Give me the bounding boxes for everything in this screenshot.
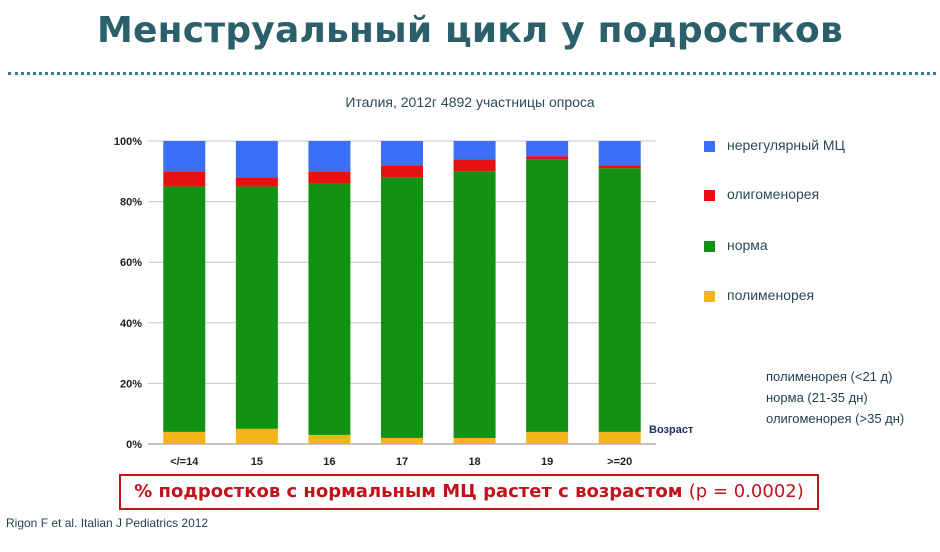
y-tick-label: 40% [120,318,142,330]
bar-segment [453,159,496,172]
bar-segment [308,434,351,444]
x-tick-label: >=20 [607,456,632,468]
y-tick-label: 0% [126,439,142,451]
bar-segment [163,171,206,187]
definitions-box: полименорея (<21 д) норма (21-35 дн) оли… [766,366,904,429]
bar-segment [235,428,278,444]
definition-oligomenorrhea: олигоменорея (>35 дн) [766,411,905,426]
bar-segment [526,431,569,444]
x-tick-label: 17 [396,456,408,468]
bar-segment [163,141,206,172]
x-tick-label: 18 [468,456,480,468]
bar-segment [235,186,278,429]
bar-segment [381,141,423,166]
legend-swatch-polymenorrhea [704,290,715,302]
y-tick-label: 20% [120,378,142,390]
x-tick-label: 19 [541,456,553,468]
legend-item-irregular: нерегулярный МЦ [704,137,845,153]
chart-subtitle: Италия, 2012г 4892 участницы опроса [345,94,595,110]
bar-segment [598,168,641,432]
legend-item-polymenorrhea: полименорея [704,287,814,303]
definition-polymenorrhea: полименорея (<21 д) [766,369,893,384]
bar-segment [381,177,423,438]
bar-segment [598,431,641,444]
conclusion-box: % подростков с нормальным МЦ растет с во… [119,474,819,510]
definition-normal: норма (21-35 дн) [766,390,868,405]
bar-segment [598,165,641,169]
bar-segment [453,437,496,444]
reference: Rigon F et al. Italian J Pediatrics 2012 [6,516,209,530]
bar-segment [163,431,206,444]
bar-segment [308,171,351,184]
legend-item-normal: норма [704,237,768,253]
dotted-divider [8,72,936,75]
conclusion-text: % подростков с нормальным МЦ растет с во… [134,481,689,502]
bar-segment [598,141,641,166]
y-tick-label: 60% [120,257,142,269]
y-tick-label: 100% [114,136,142,148]
bar-segment [526,159,569,432]
bar-segment [453,141,496,160]
p-value: (p = 0.0002) [688,481,804,502]
x-tick-label: </=14 [170,456,199,468]
x-axis-label: Возраст [649,424,694,436]
bar-segment [308,141,351,172]
slide-title: Менструальный цикл у подростков [97,10,843,51]
y-tick-label: 80% [120,197,142,209]
legend-item-oligomenorrhea: олигоменорея [704,186,819,202]
x-tick-label: 15 [251,456,263,468]
bar-segment [235,177,278,187]
bar-segment [526,156,569,160]
bar-segment [235,141,278,178]
legend-swatch-irregular [704,140,715,152]
bar-segment [308,183,351,435]
legend-swatch-oligomenorrhea [704,189,715,201]
bar-segment [453,171,496,438]
bar-segment [526,141,569,157]
x-tick-label: 16 [323,456,335,468]
bar-segment [163,186,206,432]
bar-segment [381,165,423,178]
bar-segment [381,437,423,444]
legend-swatch-normal [704,240,715,252]
